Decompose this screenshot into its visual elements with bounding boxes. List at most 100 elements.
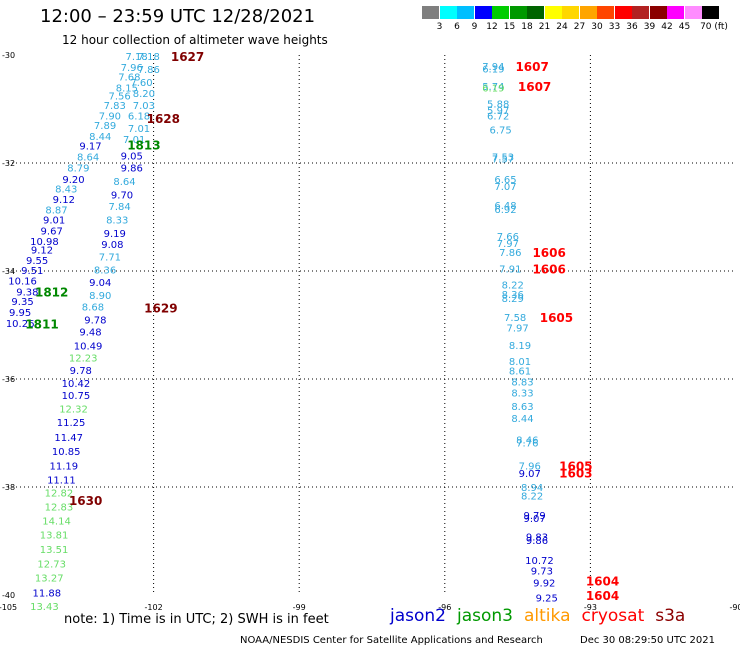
wave-height-value: 9.01 [43, 216, 65, 227]
wave-height-value: 9.78 [70, 366, 92, 377]
wave-height-value: 8.01 [509, 357, 531, 368]
longitude-tick-label: -93 [584, 603, 597, 612]
wave-height-value: 8.83 [511, 378, 533, 389]
wave-height-value: 8.61 [509, 366, 531, 377]
colorbar-label: 36 [626, 22, 638, 32]
wave-height-value: 7.71 [99, 252, 121, 263]
colorbar-label: 30 [591, 22, 603, 32]
colorbar-swatch [422, 6, 439, 19]
note-text: note: 1) Time is in UTC; 2) SWH is in fe… [64, 612, 329, 627]
wave-height-value: 11.19 [49, 461, 78, 472]
wave-height-value: 7.57 [492, 155, 514, 166]
colorbar-swatch [597, 6, 614, 19]
wave-height-value: 13.27 [35, 574, 64, 585]
legend-item-jason3: jason3 [457, 606, 513, 626]
wave-height-value: 7.90 [99, 111, 121, 122]
wave-height-value: 11.11 [47, 475, 76, 486]
wave-height-value: 9.12 [31, 245, 53, 256]
wave-height-value: 7.83 [104, 101, 126, 112]
wave-height-value: 5.88 [487, 100, 509, 111]
wave-height-value: 6.75 [489, 126, 511, 137]
colorbar-label: 27 [573, 22, 586, 32]
latitude-tick-label: -36 [2, 375, 15, 384]
wave-height-value: 9.67 [41, 227, 63, 238]
wave-height-value: 8.63 [511, 402, 533, 413]
colorbar-label: 70 (ft) [700, 22, 728, 32]
wave-height-value: 9.05 [121, 151, 143, 162]
wave-height-value: 9.12 [53, 195, 75, 206]
colorbar-swatch [632, 6, 649, 19]
wave-height-value: 7.84 [108, 202, 130, 213]
wave-height-value: 7.01 [123, 135, 145, 146]
track-label: 1811 [25, 317, 58, 331]
satellite-legend: jason2 jason3 altika cryosat s3a [390, 606, 696, 626]
wave-height-value: 8.46 [516, 435, 538, 446]
wave-height-value: 8.79 [67, 163, 89, 174]
colorbar-label: 18 [521, 22, 533, 32]
wave-height-value: 7.94 [482, 62, 504, 73]
track-label: 1629 [144, 302, 177, 316]
wave-height-value: 9.17 [79, 142, 101, 153]
colorbar-swatch [684, 6, 702, 19]
wave-height-value: 6.48 [494, 201, 516, 212]
colorbar-label: 3 [436, 22, 443, 32]
wave-height-value: 7.76 [516, 439, 538, 450]
colorbar-label: 24 [556, 22, 568, 32]
map-title: 12:00 – 23:59 UTC 12/28/2021 [40, 6, 316, 27]
wave-height-value: 7.89 [94, 121, 116, 132]
colorbar-label: 33 [608, 22, 621, 32]
wave-height-value: 5.97 [487, 106, 509, 117]
track-label: 1607 [515, 60, 548, 74]
wave-height-value: 10.26 [6, 319, 35, 330]
wave-height-value: 8.20 [133, 89, 155, 100]
track-labels: 1627 1628 1813 1812 1811 1629 1630 1607 1607 1606… [25, 50, 619, 603]
wave-height-value: 8.64 [77, 153, 99, 164]
wave-height-value: 8.94 [521, 483, 543, 494]
latitude-tick-label: -32 [2, 159, 15, 168]
track-label: 1813 [127, 139, 160, 153]
wave-height-value: 9.73 [531, 567, 553, 578]
wave-height-value: 8.44 [89, 132, 111, 143]
wave-height-value: 7.66 [497, 232, 519, 243]
wave-height-value: 9.95 [9, 308, 31, 319]
colorbar-swatch [562, 6, 579, 19]
track-label: 1605 [559, 459, 592, 473]
wave-height-value: 6.65 [494, 175, 516, 186]
wave-height-value: 9.38 [16, 288, 38, 299]
colorbar-swatch [702, 6, 719, 19]
wave-height-value: 12.32 [59, 405, 88, 416]
credit-text: NOAA/NESDIS Center for Satellite Applica… [240, 635, 543, 646]
wave-height-value: 7.18 [138, 52, 160, 63]
colorbar-swatch [457, 6, 474, 19]
wave-height-value: 6.19 [482, 65, 504, 76]
wave-height-value: 12.23 [69, 353, 98, 364]
wave-height-value: 7.91 [499, 264, 521, 275]
track-label: 1604 [586, 589, 619, 603]
wave-height-value: 6.72 [487, 111, 509, 122]
colorbar-swatch [527, 6, 544, 19]
track-label: 1812 [35, 286, 68, 300]
legend-item-s3a: s3a [655, 606, 686, 626]
colorbar-label: 21 [538, 22, 551, 32]
legend-item-jason2: jason2 [390, 606, 446, 626]
colorbar-swatch [579, 6, 597, 19]
wave-height-value: 9.20 [62, 175, 84, 186]
wave-height-value: 11.88 [33, 588, 62, 599]
colorbar-swatch [439, 6, 457, 19]
wave-height-value: 8.90 [89, 291, 111, 302]
wave-height-value: 13.51 [40, 545, 69, 556]
wave-height-value: 8.43 [55, 184, 77, 195]
wave-height-value: 7.96 [519, 461, 541, 472]
wave-height-value: 8.29 [502, 294, 524, 305]
latitude-tick-label: -30 [2, 51, 15, 60]
longitude-tick-label: -90 [729, 603, 740, 612]
track-label: 1630 [69, 494, 102, 508]
track-label: 1606 [532, 262, 565, 276]
wave-height-value: 9.25 [536, 594, 558, 605]
wave-height-value: 8.22 [521, 492, 543, 503]
latitude-tick-label: -38 [2, 483, 15, 492]
map-subtitle: 12 hour collection of altimeter wave hei… [62, 33, 328, 47]
colorbar-label: 12 [486, 22, 498, 32]
wave-height-value: 8.64 [113, 177, 135, 188]
